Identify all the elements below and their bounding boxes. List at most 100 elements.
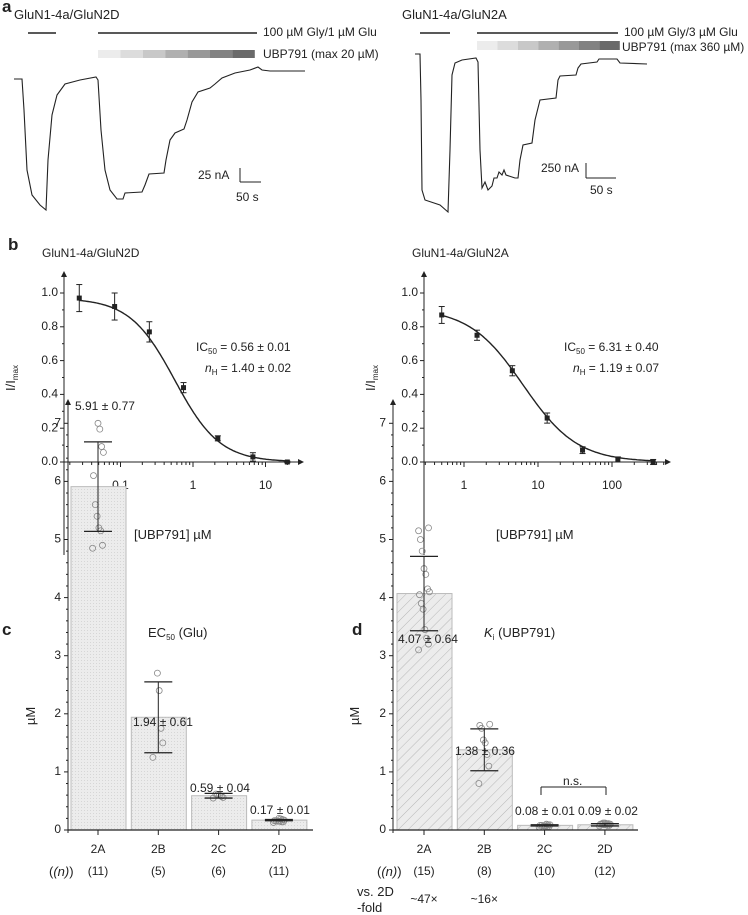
data-point xyxy=(580,447,586,453)
y-tick-label: 4 xyxy=(379,590,386,604)
n-count: (8) xyxy=(477,864,492,878)
data-point xyxy=(423,634,431,642)
n-text: (n) xyxy=(53,864,70,879)
data-point xyxy=(250,454,256,460)
y-tick-label: 5 xyxy=(54,532,61,546)
data-point xyxy=(479,736,487,744)
n-count: (5) xyxy=(151,864,166,878)
data-point xyxy=(155,687,163,694)
bar-title-c: EC50 (Glu) xyxy=(148,625,208,642)
data-point xyxy=(96,425,104,433)
title-sub: i xyxy=(492,633,495,642)
y-tick-label: 0.6 xyxy=(401,353,418,367)
concentration-step xyxy=(517,41,539,50)
data-point xyxy=(159,739,167,747)
y-tick-label: 6 xyxy=(379,474,386,488)
data-point xyxy=(98,443,105,450)
panel-label-a: a xyxy=(2,0,12,16)
agonist-label-right: 100 µM Gly/3 µM Glu xyxy=(624,25,738,39)
fold-label-1: vs. 2D xyxy=(357,884,394,899)
y-tick-label: 1.0 xyxy=(41,285,58,299)
y-tick-label: 0.8 xyxy=(401,319,418,333)
concentration-step xyxy=(142,50,166,58)
n-count: (11) xyxy=(88,864,108,878)
data-point xyxy=(418,547,426,555)
x-tick-label: 2C xyxy=(211,842,227,856)
nh-label: n xyxy=(205,361,212,375)
ic50-label: IC xyxy=(196,340,208,354)
data-point xyxy=(509,368,515,374)
x-axis-label-right: [UBP791] µM xyxy=(496,527,574,542)
n-count: (6) xyxy=(211,864,226,878)
data-point xyxy=(275,814,283,822)
y-tick-label: 0.4 xyxy=(401,387,418,401)
nh-value: = 1.40 ± 0.02 xyxy=(217,361,292,375)
x-tick-label: 2C xyxy=(537,842,553,856)
scale-time-right: 50 s xyxy=(590,183,613,197)
scale-time-left: 50 s xyxy=(236,190,259,204)
ic50-annotation-left: IC50 = 0.56 ± 0.01 xyxy=(196,340,291,356)
y-tick-label: 0.4 xyxy=(41,387,58,401)
concentration-step xyxy=(165,50,188,58)
data-point xyxy=(474,332,480,338)
fold-value: ~16× xyxy=(471,892,498,906)
data-point xyxy=(425,524,432,532)
ic50-label: IC xyxy=(564,340,576,354)
x-tick-label: 10 xyxy=(259,478,273,492)
concentration-step xyxy=(120,50,143,58)
data-point xyxy=(94,419,102,427)
nh-label: n xyxy=(573,361,580,375)
y-tick-label: 7 xyxy=(54,415,61,429)
data-point xyxy=(650,459,656,465)
y-tick-label: 3 xyxy=(54,648,61,662)
bar-2C xyxy=(191,795,248,831)
ic50-sub: 50 xyxy=(208,347,217,356)
bar-2A xyxy=(70,486,127,831)
data-point xyxy=(424,585,432,593)
value-label: 0.59 ± 0.04 xyxy=(190,781,250,795)
y-tick-label: 7 xyxy=(379,415,386,429)
concentration-step xyxy=(477,41,498,50)
data-point xyxy=(439,312,445,318)
scale-current-right: 250 nA xyxy=(541,161,580,175)
y-tick-label: 0 xyxy=(54,822,61,836)
n-count: (15) xyxy=(413,864,434,878)
current-trace-glun2a xyxy=(415,53,648,214)
title-rest: (Glu) xyxy=(174,625,208,640)
concentration-step xyxy=(558,41,579,50)
y-tick-label: 4 xyxy=(54,590,61,604)
data-point xyxy=(416,591,423,599)
data-point xyxy=(89,544,96,552)
y-tick-label: 0.6 xyxy=(41,353,58,367)
bar-2A xyxy=(396,593,453,831)
n-label-c: ((n)) xyxy=(49,864,74,879)
data-point xyxy=(421,626,429,633)
significance-label: n.s. xyxy=(563,774,583,788)
antagonist-label-right: UBP791 (max 360 µM) xyxy=(622,40,745,54)
ic50-annotation-right: IC50 = 6.31 ± 0.40 xyxy=(564,340,659,356)
data-point xyxy=(615,456,621,462)
data-point xyxy=(146,329,152,335)
data-point xyxy=(112,304,118,310)
data-point xyxy=(486,720,494,728)
plot-title-left: GluN1-4a/GluN2D xyxy=(42,246,140,260)
fold-value: ~47× xyxy=(410,892,437,906)
value-label: 0.08 ± 0.01 xyxy=(515,804,575,818)
n-count: (10) xyxy=(534,864,555,878)
nh-sub: H xyxy=(211,368,218,377)
value-label: 1.38 ± 0.36 xyxy=(455,744,515,758)
data-point xyxy=(90,472,97,479)
n-count: (12) xyxy=(594,864,615,878)
fold-label-2: -fold xyxy=(357,900,383,915)
x-tick-label: 2B xyxy=(477,842,492,856)
concentration-step xyxy=(210,50,233,58)
title-rest: (UBP791) xyxy=(494,625,556,640)
data-point xyxy=(415,646,423,654)
x-tick-label: 2A xyxy=(91,842,106,856)
x-axis-label-left: [UBP791] µM xyxy=(134,527,212,542)
panel-label-d: d xyxy=(352,620,363,639)
ic50-value: = 0.56 ± 0.01 xyxy=(216,340,291,354)
title-main: K xyxy=(484,625,493,640)
trace-title-left: GluN1-4a/GluN2D xyxy=(14,7,120,22)
x-tick-label: 1 xyxy=(461,478,468,492)
